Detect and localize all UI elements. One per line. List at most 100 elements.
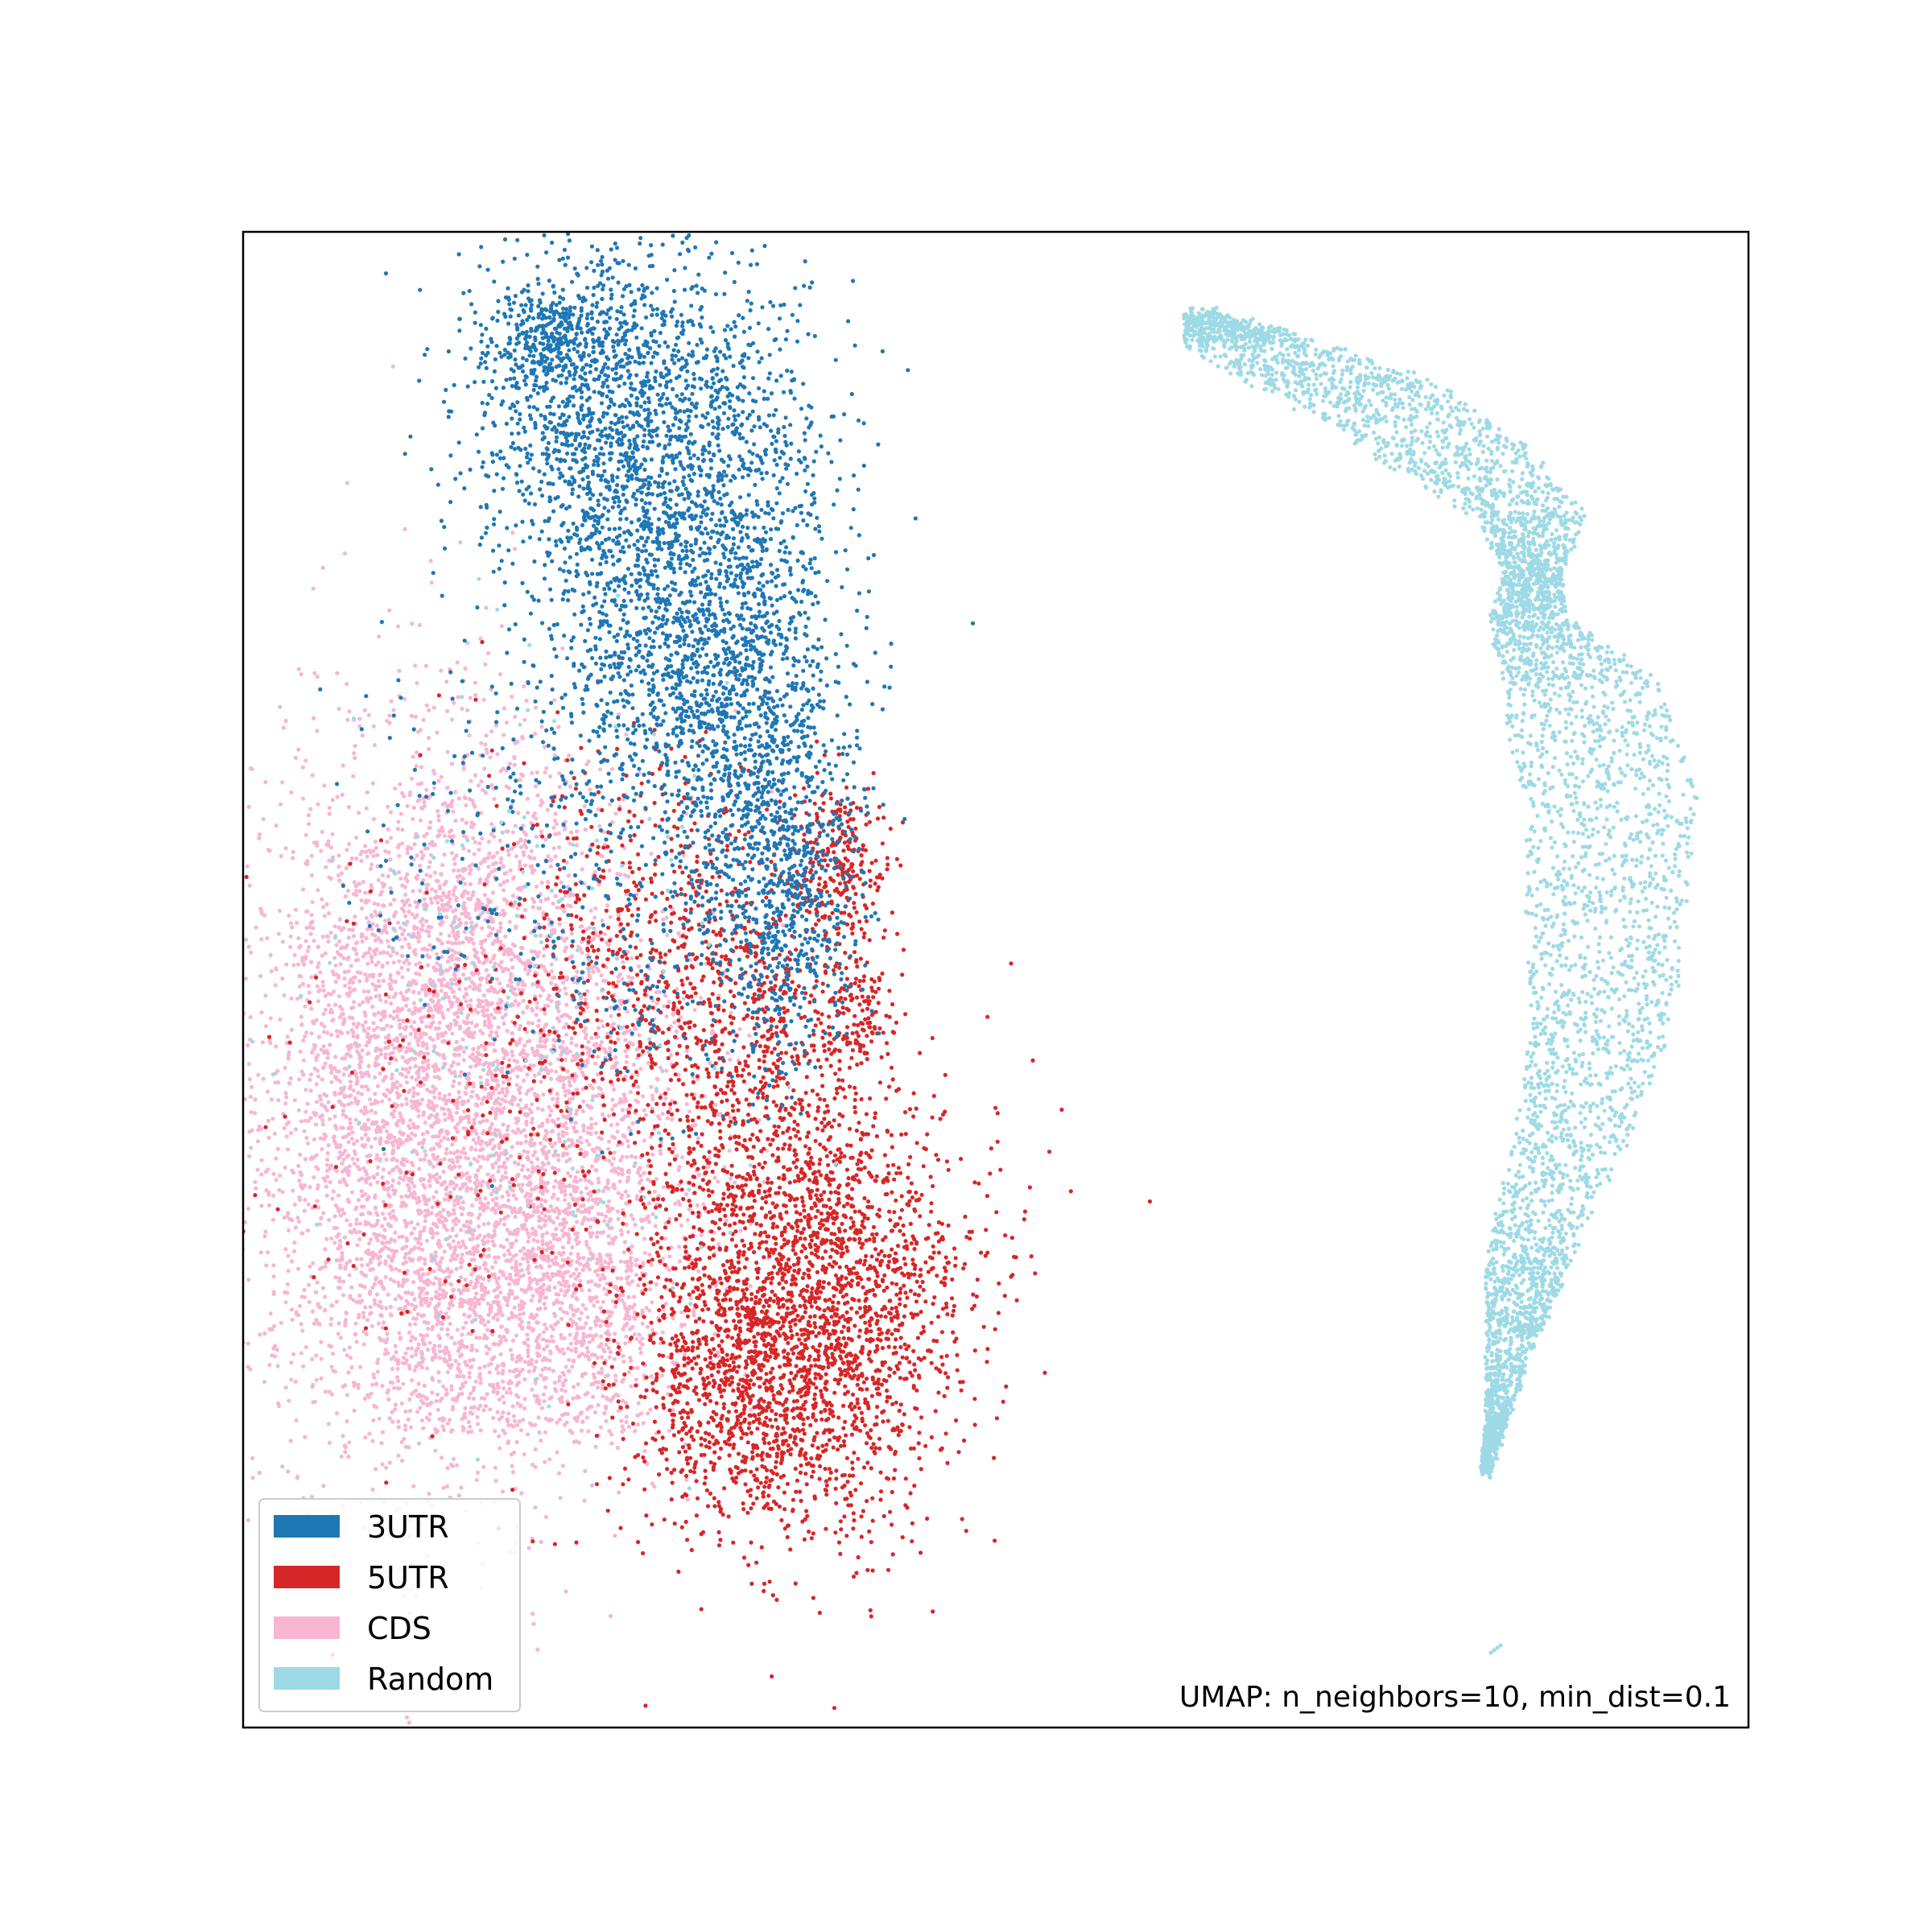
data-point (271, 1218, 275, 1222)
data-point (601, 919, 605, 923)
data-point (356, 1034, 360, 1038)
data-point (586, 1126, 590, 1130)
data-point (569, 1041, 573, 1045)
data-point (343, 1095, 347, 1099)
data-point (536, 793, 540, 797)
data-point (597, 807, 601, 811)
data-point (580, 1311, 584, 1315)
data-point (475, 1093, 479, 1097)
data-point (352, 1000, 356, 1004)
data-point (462, 1100, 466, 1104)
data-point (459, 1486, 463, 1490)
data-point (614, 811, 618, 815)
data-point (677, 1168, 681, 1172)
data-point (287, 914, 291, 918)
data-point (323, 914, 327, 918)
data-point (259, 1250, 263, 1254)
data-point (271, 1194, 275, 1198)
data-point (343, 551, 347, 555)
data-point (498, 839, 502, 843)
data-point (595, 1261, 599, 1265)
data-point (271, 1346, 275, 1350)
data-point (422, 1076, 426, 1080)
data-point (365, 936, 369, 940)
data-point (557, 832, 561, 836)
data-point (621, 1108, 625, 1112)
data-point (402, 902, 407, 906)
data-point (499, 857, 503, 861)
data-point (332, 1066, 336, 1070)
data-point (448, 898, 452, 902)
data-point (539, 724, 543, 729)
data-point (448, 1150, 452, 1154)
data-point (416, 931, 420, 935)
data-point (535, 885, 539, 889)
data-point (369, 996, 373, 1000)
data-point (327, 911, 331, 915)
data-point (485, 1008, 489, 1012)
data-point (493, 1313, 497, 1317)
data-point (448, 1191, 452, 1195)
data-point (634, 1377, 638, 1381)
data-point (539, 1178, 543, 1182)
data-point (344, 1265, 348, 1269)
data-point (555, 1451, 559, 1455)
data-point (287, 1120, 291, 1124)
data-point (258, 1471, 262, 1475)
data-point (392, 1109, 396, 1113)
data-point (375, 853, 379, 857)
data-point (510, 695, 514, 699)
data-point (311, 900, 315, 904)
data-point (347, 842, 351, 846)
data-point (381, 1463, 385, 1467)
data-point (564, 1058, 568, 1062)
data-point (464, 821, 469, 825)
data-point (514, 1210, 518, 1214)
data-point (521, 1164, 525, 1168)
data-point (435, 1213, 439, 1217)
data-point (349, 964, 353, 968)
data-point (390, 1357, 394, 1361)
data-point (410, 714, 414, 718)
data-point (486, 651, 490, 655)
data-point (498, 1290, 502, 1294)
data-point (429, 897, 433, 901)
data-point (508, 978, 512, 982)
data-point (399, 812, 403, 816)
data-point (472, 941, 476, 945)
data-point (482, 698, 486, 702)
data-point (402, 1356, 406, 1360)
data-point (502, 1122, 506, 1126)
data-point (495, 752, 499, 756)
data-point (358, 1365, 362, 1369)
data-point (326, 1056, 330, 1060)
data-point (308, 1185, 312, 1189)
data-point (581, 1303, 585, 1307)
data-point (490, 1107, 494, 1111)
data-point (486, 898, 490, 902)
data-point (536, 906, 540, 910)
data-point (249, 1146, 253, 1150)
data-point (739, 1228, 743, 1232)
data-point (624, 733, 628, 737)
data-point (413, 1322, 417, 1326)
data-point (543, 745, 547, 749)
data-point (687, 1208, 691, 1212)
data-point (444, 992, 448, 996)
data-point (520, 946, 524, 950)
data-point (316, 1075, 320, 1079)
data-point (404, 1075, 408, 1079)
data-point (526, 1337, 530, 1341)
data-point (575, 843, 579, 847)
data-point (270, 1097, 274, 1101)
data-point (513, 1161, 517, 1165)
data-point (407, 1042, 411, 1046)
data-point (438, 1096, 442, 1100)
data-point (328, 1323, 332, 1327)
data-point (424, 664, 428, 668)
data-point (387, 1097, 391, 1101)
data-point (562, 1352, 566, 1356)
data-point (466, 1430, 470, 1435)
data-point (320, 898, 324, 902)
data-point (493, 868, 497, 872)
